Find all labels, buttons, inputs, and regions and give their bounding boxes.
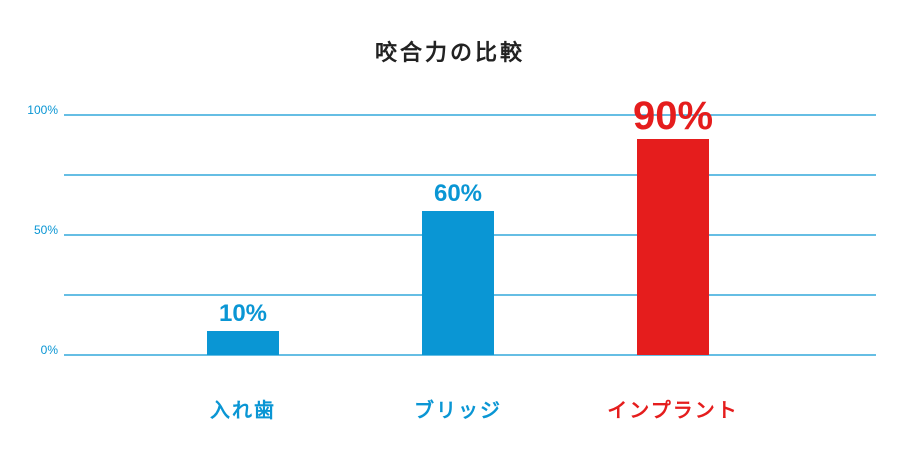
value-label-3: 90% xyxy=(633,94,713,138)
y-tick-label: 100% xyxy=(27,103,58,117)
chart-title: 咬合力の比較 xyxy=(375,40,525,66)
value-label-1: 10% xyxy=(219,300,267,327)
bar-2 xyxy=(422,211,494,355)
category-label-3: インプラント xyxy=(607,398,738,422)
y-tick-label: 0% xyxy=(41,343,59,357)
bars xyxy=(207,139,709,355)
value-labels: 10% 60% 90% xyxy=(219,94,713,327)
bar-1 xyxy=(207,331,279,355)
category-label-2: ブリッジ xyxy=(414,398,502,422)
y-tick-label: 50% xyxy=(34,223,58,237)
category-labels: 入れ歯 ブリッジ インプラント xyxy=(210,398,738,422)
y-axis-ticks: 0% 50% 100% xyxy=(27,103,58,357)
bar-3 xyxy=(637,139,709,355)
value-label-2: 60% xyxy=(434,180,482,207)
category-label-1: 入れ歯 xyxy=(210,398,276,422)
